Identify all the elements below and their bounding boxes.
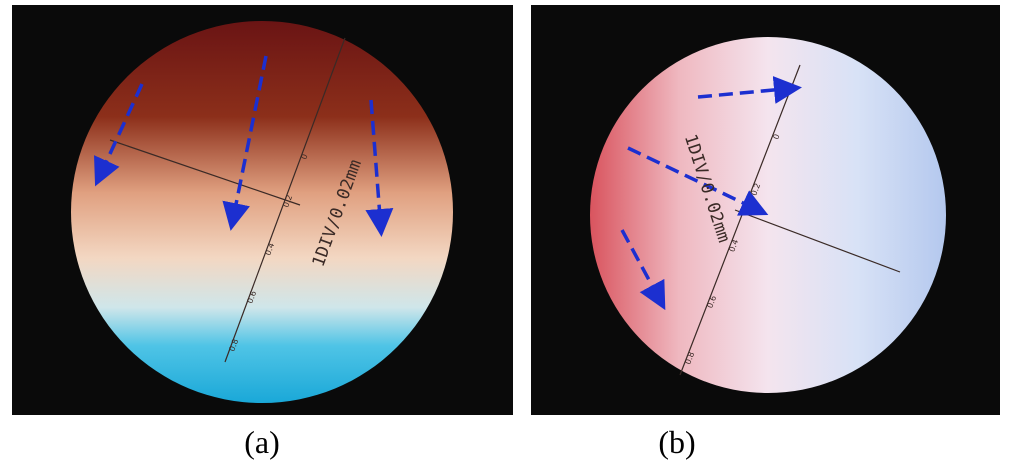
caption: (a) (244, 424, 280, 460)
caption: (b) (658, 424, 695, 460)
figure: 1DIV/0.02mm 1DIV/0.02mm (a) (b) 00.20.40… (0, 0, 1009, 464)
